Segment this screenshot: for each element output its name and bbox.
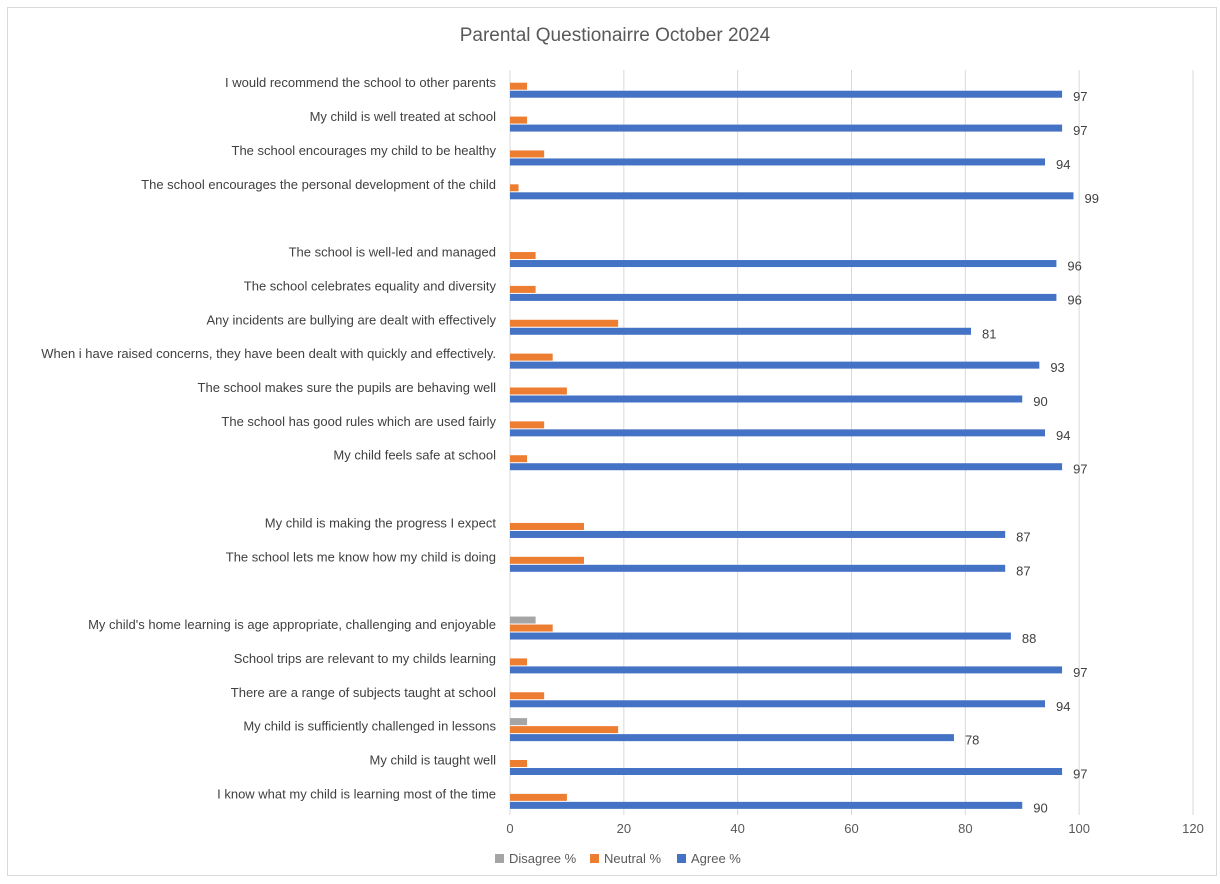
bar-disagree — [510, 718, 528, 726]
data-label-agree: 88 — [1022, 631, 1036, 646]
category-label: There are a range of subjects taught at … — [231, 685, 496, 700]
bar-agree — [510, 327, 972, 335]
bar-neutral — [510, 522, 584, 530]
data-label-agree: 90 — [1033, 800, 1047, 815]
bar-agree — [510, 158, 1046, 166]
data-label-agree: 97 — [1073, 766, 1087, 781]
legend-label-neutral: Neutral % — [604, 851, 662, 866]
bar-neutral — [510, 150, 545, 158]
x-tick-label: 0 — [506, 821, 513, 836]
bar-neutral — [510, 692, 545, 700]
category-label: The school encourages the personal devel… — [141, 177, 496, 192]
data-label-agree: 97 — [1073, 123, 1087, 138]
x-tick-label: 120 — [1182, 821, 1204, 836]
category-label: The school lets me know how my child is … — [226, 549, 496, 564]
bar-agree — [510, 463, 1063, 471]
bar-agree — [510, 429, 1046, 437]
category-label: My child is taught well — [370, 752, 497, 767]
bar-agree — [510, 801, 1023, 809]
bar-agree — [510, 293, 1057, 301]
bar-agree — [510, 260, 1057, 268]
bar-neutral — [510, 624, 553, 632]
category-label: The school encourages my child to be hea… — [232, 143, 497, 158]
category-label: The school has good rules which are used… — [221, 414, 496, 429]
bar-neutral — [510, 455, 528, 463]
bar-neutral — [510, 421, 545, 429]
data-label-agree: 96 — [1067, 292, 1081, 307]
category-label: My child's home learning is age appropri… — [88, 617, 496, 632]
bar-neutral — [510, 184, 519, 192]
bar-neutral — [510, 285, 536, 293]
bar-neutral — [510, 252, 536, 260]
legend-swatch-disagree — [495, 854, 504, 863]
data-label-agree: 87 — [1016, 529, 1030, 544]
bar-agree — [510, 564, 1006, 572]
x-tick-label: 20 — [617, 821, 631, 836]
data-label-agree: 94 — [1056, 428, 1070, 443]
data-label-agree: 94 — [1056, 157, 1070, 172]
data-label-agree: 90 — [1033, 394, 1047, 409]
bar-agree — [510, 700, 1046, 708]
category-label: I would recommend the school to other pa… — [225, 75, 496, 90]
bar-agree — [510, 767, 1063, 775]
bar-neutral — [510, 658, 528, 666]
bar-agree — [510, 530, 1006, 538]
data-label-agree: 97 — [1073, 665, 1087, 680]
category-label: Any incidents are bullying are dealt wit… — [206, 312, 496, 327]
bar-agree — [510, 666, 1063, 674]
legend: Disagree % Neutral % Agree % — [495, 851, 741, 866]
category-label: The school makes sure the pupils are beh… — [198, 380, 497, 395]
x-tick-label: 100 — [1068, 821, 1090, 836]
bar-neutral — [510, 793, 567, 801]
bar-neutral — [510, 726, 619, 734]
category-labels: 97 I would recommend the school to other … — [41, 75, 1099, 815]
category-label: The school celebrates equality and diver… — [244, 278, 497, 293]
category-label: My child is sufficiently challenged in l… — [243, 719, 496, 734]
x-tick-label: 60 — [844, 821, 858, 836]
data-label-agree: 97 — [1073, 462, 1087, 477]
bar-neutral — [510, 759, 528, 767]
bar-agree — [510, 361, 1040, 369]
bar-agree — [510, 632, 1011, 640]
bar-neutral — [510, 82, 528, 90]
legend-swatch-agree — [677, 854, 686, 863]
bar-disagree — [510, 616, 536, 624]
bar-neutral — [510, 319, 619, 327]
bar-agree — [510, 90, 1063, 98]
category-label: My child is making the progress I expect — [265, 515, 497, 530]
data-label-agree: 94 — [1056, 699, 1070, 714]
data-label-agree: 97 — [1073, 89, 1087, 104]
category-label: My child feels safe at school — [333, 448, 496, 463]
bar-agree — [510, 192, 1074, 200]
x-axis-ticks: 0 20 40 60 80 100 120 — [506, 821, 1203, 836]
category-label: When i have raised concerns, they have b… — [41, 346, 496, 361]
data-label-agree: 96 — [1067, 259, 1081, 274]
chart-frame — [7, 7, 1217, 876]
data-label-agree: 81 — [982, 326, 996, 341]
bar-neutral — [510, 387, 567, 395]
bar-neutral — [510, 353, 553, 361]
bar-agree — [510, 124, 1063, 132]
data-label-agree: 93 — [1050, 360, 1064, 375]
category-label: School trips are relevant to my childs l… — [234, 651, 496, 666]
bar-neutral — [510, 556, 584, 564]
bar-neutral — [510, 116, 528, 124]
category-label: My child is well treated at school — [310, 109, 497, 124]
category-label: I know what my child is learning most of… — [217, 786, 496, 801]
data-label-agree: 78 — [965, 733, 979, 748]
x-tick-label: 40 — [730, 821, 744, 836]
data-label-agree: 87 — [1016, 563, 1030, 578]
data-label-agree: 99 — [1084, 191, 1098, 206]
category-label: The school is well-led and managed — [289, 245, 496, 260]
x-tick-label: 80 — [958, 821, 972, 836]
bar-agree — [510, 395, 1023, 403]
chart-title: Parental Questionairre October 2024 — [460, 25, 771, 46]
bar-agree — [510, 734, 954, 742]
legend-label-agree: Agree % — [691, 851, 741, 866]
legend-label-disagree: Disagree % — [509, 851, 577, 866]
legend-swatch-neutral — [590, 854, 599, 863]
bars — [510, 82, 1074, 809]
